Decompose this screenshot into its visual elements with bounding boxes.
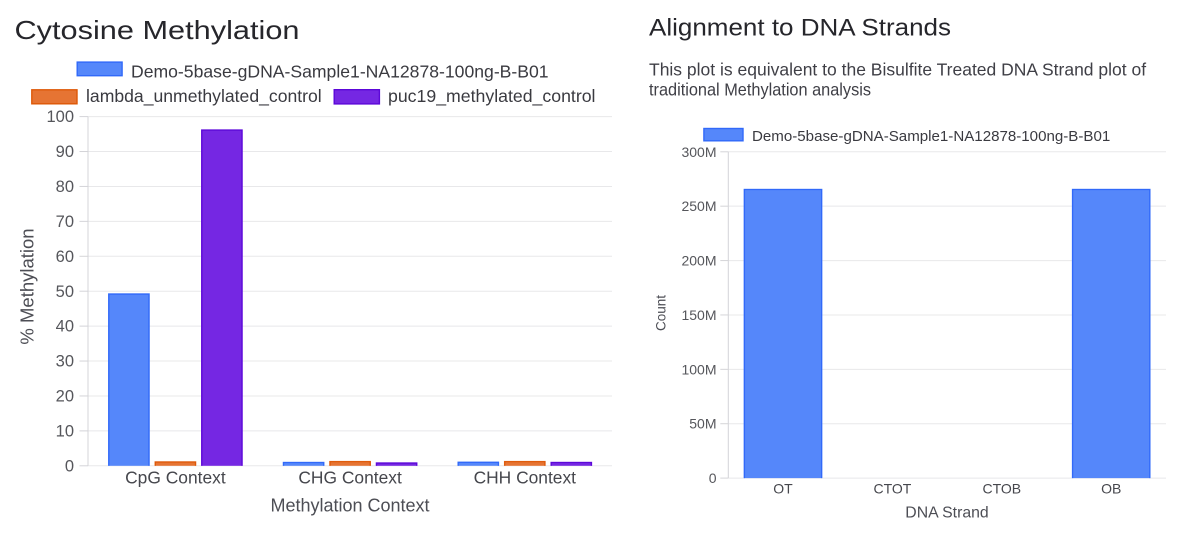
svg-text:250M: 250M <box>681 198 716 214</box>
svg-text:300M: 300M <box>681 144 716 160</box>
svg-text:DNA Strand: DNA Strand <box>905 505 988 522</box>
svg-text:0: 0 <box>65 457 74 475</box>
svg-text:50M: 50M <box>689 416 716 432</box>
svg-text:Demo-5base-gDNA-Sample1-NA1287: Demo-5base-gDNA-Sample1-NA12878-100ng-B-… <box>131 61 549 81</box>
svg-text:Count: Count <box>653 295 668 331</box>
svg-text:70: 70 <box>56 213 74 231</box>
svg-text:CHH Context: CHH Context <box>474 467 577 487</box>
svg-text:200M: 200M <box>681 253 716 269</box>
svg-text:CTOB: CTOB <box>982 481 1021 497</box>
svg-text:CTOT: CTOT <box>873 481 911 497</box>
svg-text:puc19_methylated_control: puc19_methylated_control <box>388 86 595 107</box>
svg-text:Demo-5base-gDNA-Sample1-NA1287: Demo-5base-gDNA-Sample1-NA12878-100ng-B-… <box>752 128 1110 145</box>
svg-text:CHG Context: CHG Context <box>298 467 402 487</box>
svg-text:80: 80 <box>56 178 74 196</box>
svg-text:OT: OT <box>773 481 793 497</box>
svg-text:% Methylation: % Methylation <box>17 228 38 344</box>
svg-text:90: 90 <box>56 143 74 161</box>
svg-text:10: 10 <box>56 423 74 441</box>
svg-text:40: 40 <box>56 318 74 336</box>
svg-text:100: 100 <box>46 108 74 126</box>
svg-text:30: 30 <box>56 353 74 371</box>
svg-text:100M: 100M <box>681 361 716 377</box>
svg-text:150M: 150M <box>681 307 716 323</box>
svg-text:50: 50 <box>56 283 74 301</box>
svg-text:lambda_unmethylated_control: lambda_unmethylated_control <box>86 86 322 107</box>
svg-text:60: 60 <box>56 248 74 266</box>
svg-text:OB: OB <box>1101 481 1121 497</box>
svg-text:Alignment to DNA Strands: Alignment to DNA Strands <box>649 15 951 42</box>
svg-text:This plot is equivalent to the: This plot is equivalent to the Bisulfite… <box>649 59 1146 79</box>
svg-text:0: 0 <box>709 470 717 486</box>
svg-text:Cytosine Methylation: Cytosine Methylation <box>15 15 300 45</box>
svg-text:CpG Context: CpG Context <box>125 467 226 487</box>
svg-text:Methylation Context: Methylation Context <box>270 495 429 515</box>
svg-text:20: 20 <box>56 388 74 406</box>
svg-text:traditional Methylation analys: traditional Methylation analysis <box>649 79 871 99</box>
